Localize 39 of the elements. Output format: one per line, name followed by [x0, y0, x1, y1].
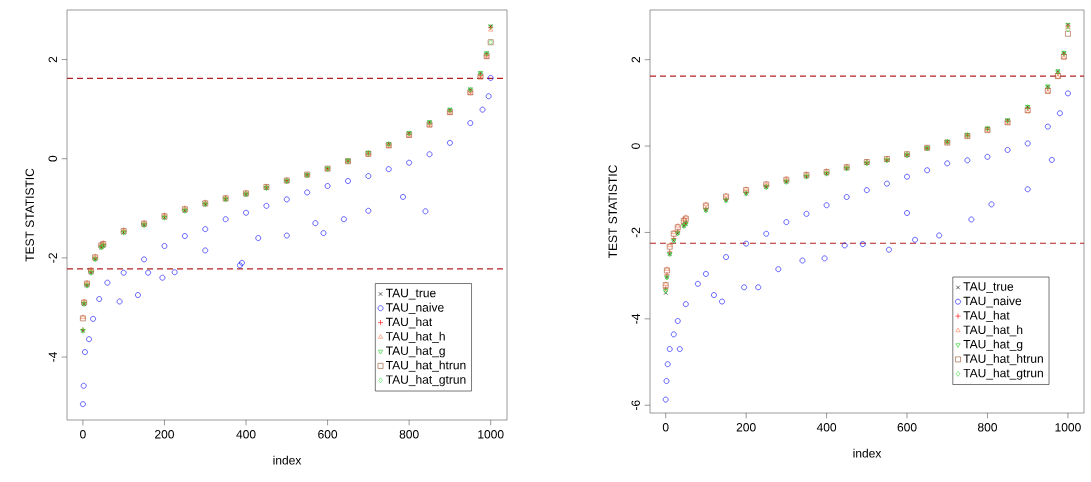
x-tick-label: 600 — [897, 423, 917, 432]
x-tick-label: 800 — [399, 430, 419, 439]
y-tick-label: 2 — [48, 56, 57, 63]
y-tick-label: -2 — [631, 227, 640, 238]
y-tick-label: 0 — [48, 155, 57, 162]
y-tick-label: -4 — [48, 352, 57, 362]
legend-label: TAU_true — [963, 282, 1014, 293]
x-axis-title: index — [853, 448, 882, 458]
x-tick-label: 400 — [816, 423, 837, 432]
y-tick-label: -6 — [631, 400, 640, 411]
legend-label: TAU_hat_htrun — [963, 354, 1043, 366]
x-tick-label: 1000 — [478, 430, 504, 439]
legend-label: TAU_true — [385, 288, 436, 300]
legend-label: TAU_hat_gtrun — [963, 368, 1043, 380]
x-tick-label: 400 — [236, 430, 256, 439]
legend-label: TAU_hat_gtrun — [385, 375, 466, 387]
x-tick-label: 0 — [80, 430, 86, 439]
legend-label: TAU_hat_htrun — [385, 360, 466, 372]
x-tick-label: 1000 — [1055, 423, 1081, 432]
legend-label: TAU_hat_g — [385, 346, 445, 358]
x-tick-label: 800 — [977, 423, 998, 432]
y-tick-label: 2 — [631, 56, 640, 63]
x-axis-title: index — [273, 455, 302, 465]
legend-label: TAU_hat — [963, 310, 1010, 322]
legend-label: TAU_hat_g — [963, 339, 1023, 351]
legend-label: TAU_naive — [963, 296, 1022, 308]
x-tick-label: 600 — [318, 430, 338, 439]
legend-label: TAU_hat — [385, 317, 433, 329]
y-axis-title: TEST STATISTIC — [608, 165, 617, 258]
x-tick-label: 200 — [736, 423, 756, 432]
y-tick-label: -4 — [631, 313, 640, 324]
x-tick-label: 200 — [155, 430, 175, 439]
x-tick-label: 0 — [662, 423, 669, 432]
y-tick-label: -2 — [48, 253, 57, 263]
y-axis-title: TEST STATISTIC — [25, 168, 34, 262]
legend-label: TAU_hat_h — [385, 331, 445, 343]
legend-label: TAU_naive — [385, 302, 444, 314]
legend-label: TAU_hat_h — [963, 325, 1023, 337]
y-tick-label: 0 — [631, 143, 640, 149]
